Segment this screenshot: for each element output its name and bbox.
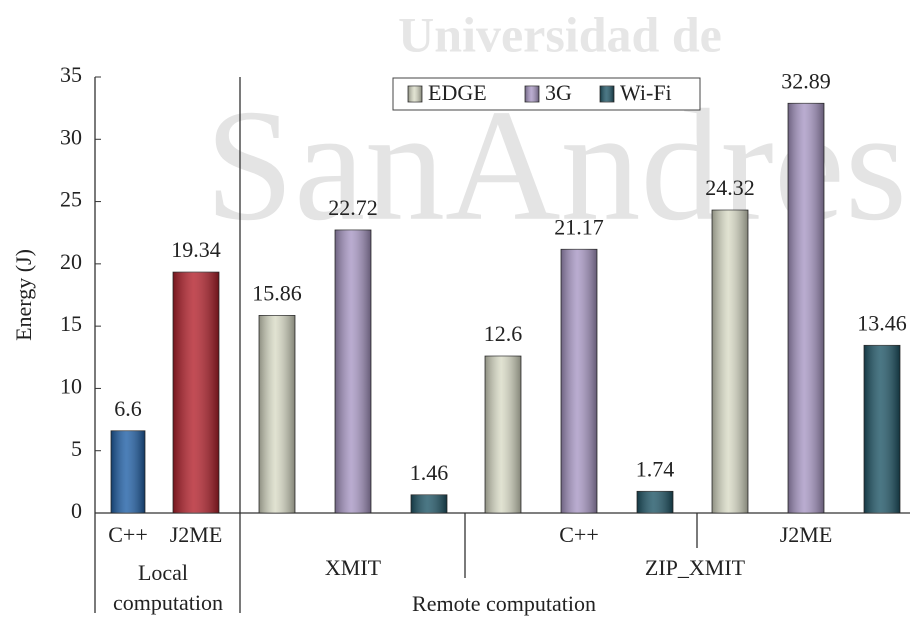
bar-shade	[485, 356, 521, 513]
legend-swatch-shade	[408, 86, 422, 102]
legend-label: 3G	[545, 80, 572, 105]
bar-shade	[561, 249, 597, 513]
y-tick-label: 30	[60, 124, 82, 149]
value-label: 24.32	[705, 175, 755, 200]
y-tick-label: 25	[60, 187, 82, 212]
y-tick-label: 20	[60, 249, 82, 274]
y-axis-label: Energy (J)	[11, 249, 36, 341]
x-tick-label: C++	[108, 522, 148, 547]
y-tick-label: 5	[71, 436, 82, 461]
bar-shade	[712, 210, 748, 513]
bar-shade	[864, 345, 900, 513]
legend-swatch-shade	[600, 86, 614, 102]
bar-shade	[335, 229, 371, 514]
bar-shade	[637, 491, 673, 513]
legend	[392, 77, 701, 111]
group-label: ZIP_XMIT	[645, 555, 746, 580]
value-label: 15.86	[252, 280, 302, 305]
bar-shade	[173, 272, 219, 513]
value-label: 1.46	[410, 460, 449, 485]
watermark: Universidad de	[398, 6, 722, 62]
value-label: 21.17	[554, 214, 604, 239]
legend-label: EDGE	[428, 80, 487, 105]
value-label: 32.89	[781, 68, 831, 93]
group-label: computation	[113, 590, 223, 615]
x-tick-label: J2ME	[780, 522, 833, 547]
value-label: 19.34	[171, 237, 221, 262]
bar-shade	[111, 430, 145, 513]
value-label: 6.6	[114, 396, 142, 421]
legend-label: Wi-Fi	[620, 80, 672, 105]
bar-shade	[259, 315, 295, 513]
y-tick-label: 10	[60, 373, 82, 398]
y-tick-label: 0	[71, 498, 82, 523]
value-label: 22.72	[328, 195, 378, 220]
bar-shade	[411, 494, 447, 513]
group-label: Local	[138, 560, 188, 585]
group-label: XMIT	[325, 555, 382, 580]
legend-swatch-shade	[525, 86, 539, 102]
value-label: 13.46	[857, 310, 907, 335]
y-tick-label: 15	[60, 311, 82, 336]
x-tick-label: J2ME	[170, 522, 223, 547]
y-tick-label: 35	[60, 62, 82, 87]
value-label: 1.74	[636, 456, 675, 481]
value-label: 12.6	[484, 321, 523, 346]
x-tick-label: C++	[559, 522, 599, 547]
bar-shade	[788, 103, 824, 513]
group-label: Remote computation	[412, 591, 596, 616]
